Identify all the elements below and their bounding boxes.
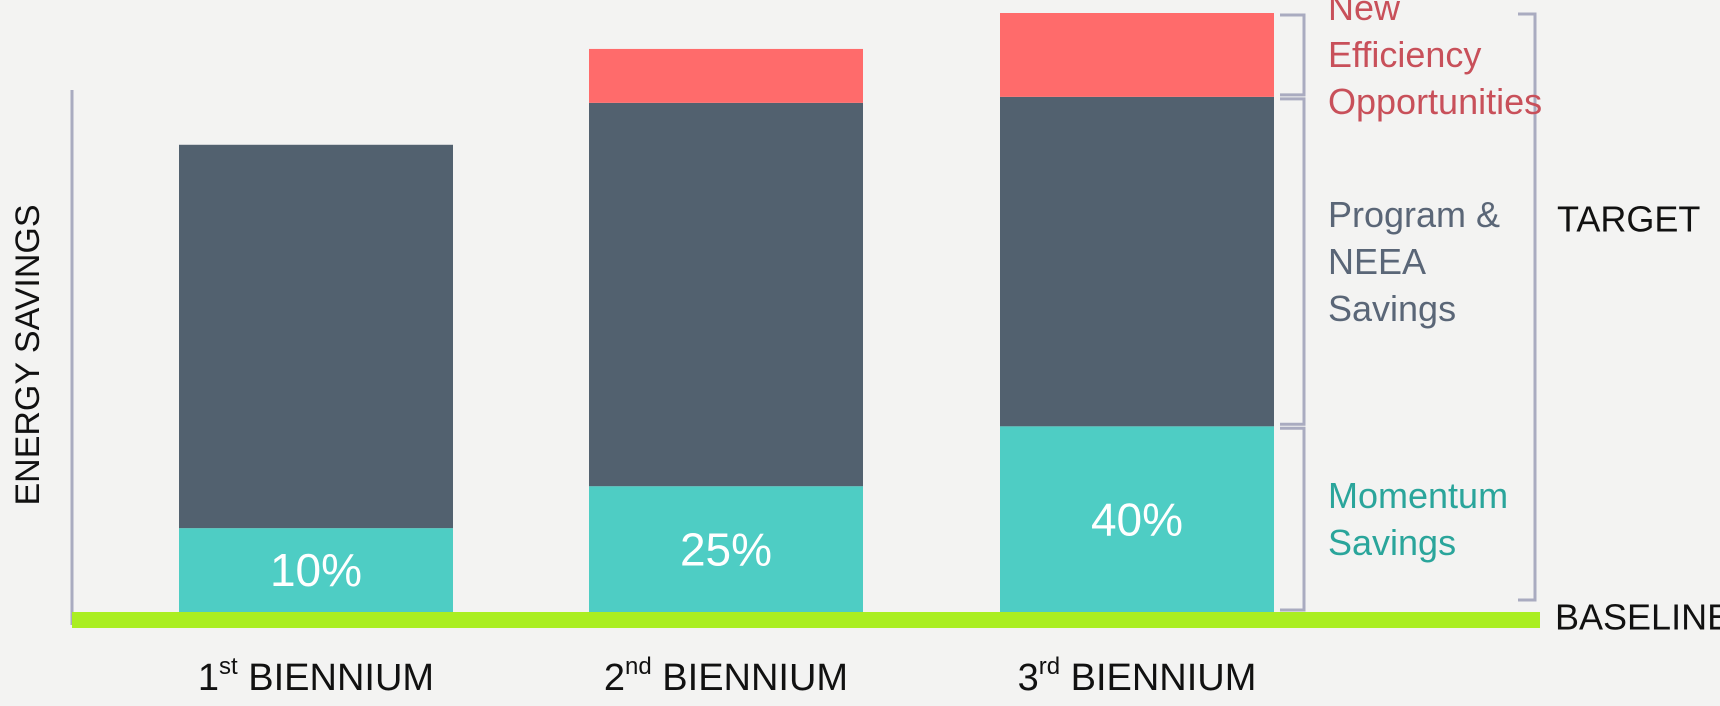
x-tick-label: 2nd BIENNIUM — [604, 653, 848, 699]
y-axis-label: ENERGY SAVINGS — [9, 204, 47, 505]
bar-segment — [589, 486, 863, 612]
bar-segment — [589, 48, 863, 103]
bracket — [1280, 97, 1306, 426]
series-label: New Efficiency Opportunities — [1328, 0, 1543, 123]
series-label: Program & NEEA Savings — [1328, 194, 1501, 330]
target-bracket — [1518, 12, 1537, 602]
bar-segment — [179, 528, 453, 612]
x-tick-label: 3rd BIENNIUM — [1018, 653, 1257, 699]
baseline — [72, 612, 1540, 628]
baseline-label: BASELINE — [1555, 597, 1720, 638]
bracket — [1280, 426, 1306, 612]
bar-segment — [179, 144, 453, 529]
bar-annotation: 40% — [1091, 493, 1183, 545]
bar-segment — [1000, 96, 1274, 427]
bar-annotation: 10% — [270, 544, 362, 596]
bracket — [1280, 13, 1306, 97]
bar-annotation: 25% — [680, 523, 772, 575]
bar-segment — [1000, 426, 1274, 612]
series-label: Momentum Savings — [1328, 475, 1509, 564]
x-tick-label: 1st BIENNIUM — [198, 653, 434, 699]
bar-segment — [589, 102, 863, 487]
target-label: TARGET — [1557, 199, 1700, 240]
bar-segment — [1000, 13, 1274, 97]
